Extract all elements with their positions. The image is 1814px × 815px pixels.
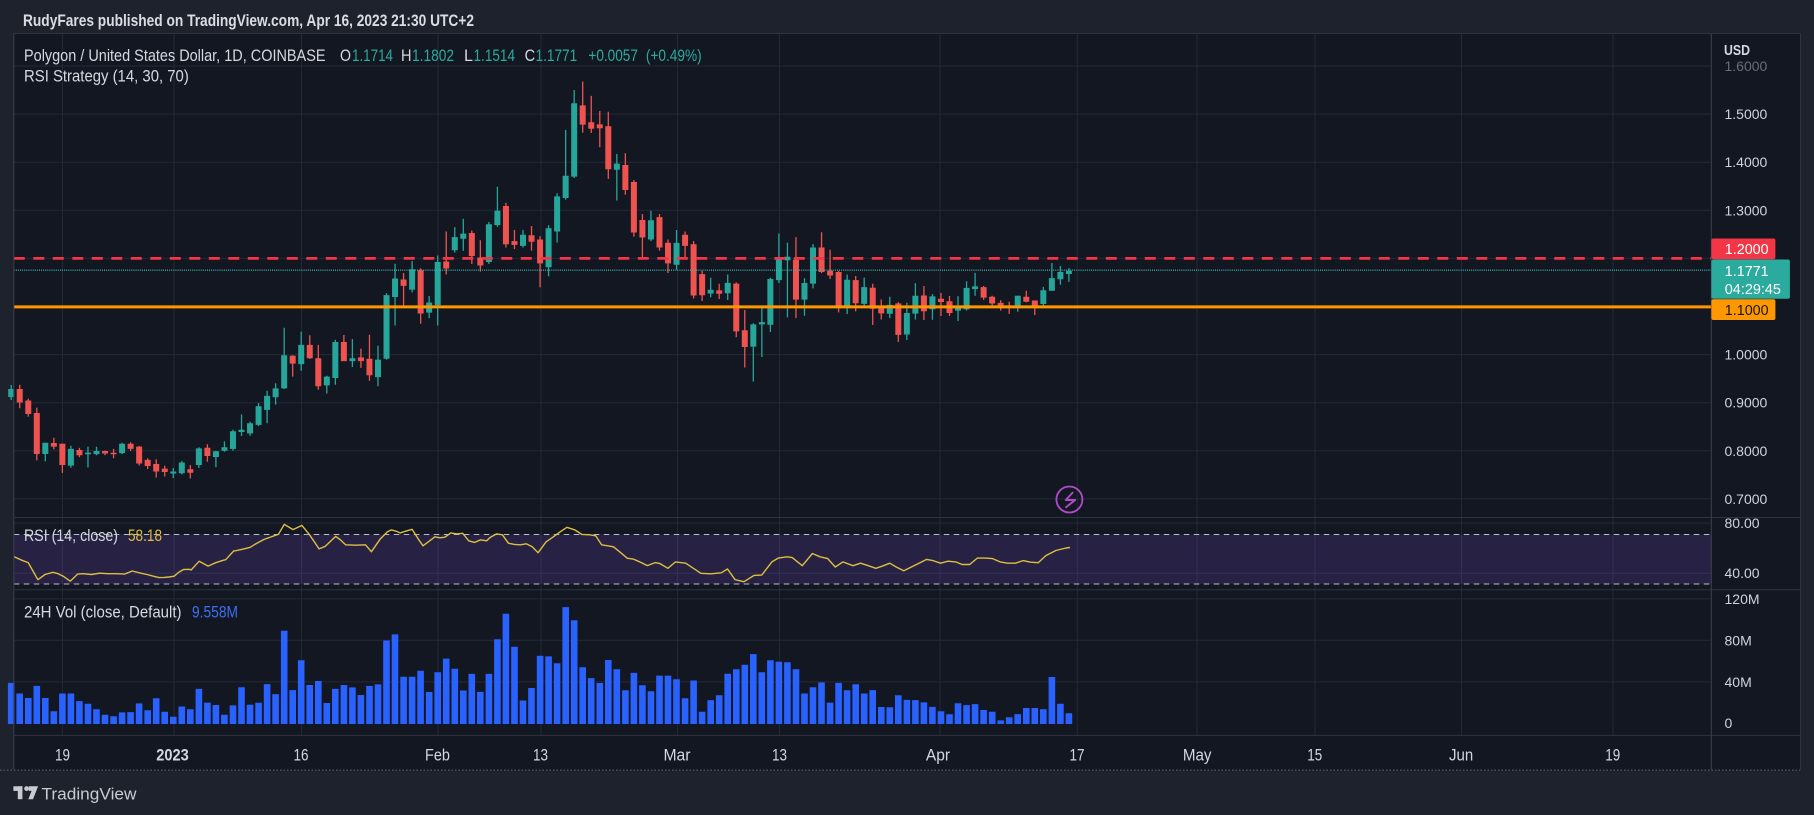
svg-text:80M: 80M — [1725, 632, 1752, 648]
svg-text:C: C — [525, 47, 536, 65]
svg-text:RSI Strategy (14, 30, 70): RSI Strategy (14, 30, 70) — [24, 68, 189, 86]
svg-text:16: 16 — [294, 746, 309, 764]
svg-text:13: 13 — [533, 746, 548, 764]
svg-text:04:29:45: 04:29:45 — [1725, 282, 1781, 298]
svg-text:Mar: Mar — [663, 746, 691, 764]
svg-text:0.8000: 0.8000 — [1725, 443, 1768, 459]
svg-text:1.1714: 1.1714 — [352, 47, 393, 65]
svg-text:TradingView: TradingView — [42, 785, 138, 804]
svg-text:RudyFares published on Trading: RudyFares published on TradingView.com, … — [23, 12, 474, 30]
svg-text:2023: 2023 — [156, 746, 189, 764]
svg-text:Feb: Feb — [425, 746, 450, 764]
svg-text:Apr: Apr — [926, 746, 951, 764]
svg-text:RSI (14, close): RSI (14, close) — [24, 527, 118, 545]
svg-text:1.0000: 1.0000 — [1725, 347, 1768, 363]
svg-text:USD: USD — [1724, 42, 1750, 59]
svg-text:1.2000: 1.2000 — [1725, 242, 1769, 258]
svg-text:0.7000: 0.7000 — [1725, 491, 1768, 507]
svg-text:0: 0 — [1725, 715, 1733, 731]
svg-text:40M: 40M — [1725, 674, 1752, 690]
svg-text:15: 15 — [1307, 746, 1322, 764]
svg-text:+0.0057: +0.0057 — [588, 47, 638, 65]
svg-text:H: H — [401, 47, 412, 65]
svg-text:40.00: 40.00 — [1725, 565, 1760, 581]
svg-text:1.3000: 1.3000 — [1725, 202, 1768, 218]
svg-text:1.1771: 1.1771 — [1725, 264, 1769, 280]
svg-text:19: 19 — [55, 746, 70, 764]
svg-text:58.18: 58.18 — [128, 527, 162, 545]
svg-text:13: 13 — [772, 746, 787, 764]
svg-text:17: 17 — [1070, 746, 1085, 764]
svg-text:1.1802: 1.1802 — [412, 47, 454, 65]
svg-text:120M: 120M — [1725, 591, 1760, 607]
svg-text:May: May — [1183, 746, 1212, 764]
svg-text:O: O — [340, 47, 351, 65]
svg-text:24H Vol (close, Default): 24H Vol (close, Default) — [24, 604, 182, 622]
svg-text:0.9000: 0.9000 — [1725, 395, 1768, 411]
svg-text:80.00: 80.00 — [1725, 515, 1760, 531]
svg-text:Jun: Jun — [1449, 746, 1473, 764]
svg-text:Polygon / United States Dollar: Polygon / United States Dollar, 1D, COIN… — [24, 47, 326, 65]
svg-text:1.5000: 1.5000 — [1725, 106, 1768, 122]
svg-text:19: 19 — [1605, 746, 1620, 764]
svg-text:1.1771: 1.1771 — [536, 47, 578, 65]
svg-text:1.1514: 1.1514 — [474, 47, 516, 65]
svg-text:1.4000: 1.4000 — [1725, 154, 1768, 170]
svg-text:9.558M: 9.558M — [192, 604, 238, 622]
svg-text:(+0.49%): (+0.49%) — [646, 47, 702, 65]
svg-text:1.1000: 1.1000 — [1725, 303, 1769, 319]
svg-text:1.6000: 1.6000 — [1725, 58, 1768, 74]
svg-text:L: L — [464, 47, 473, 65]
